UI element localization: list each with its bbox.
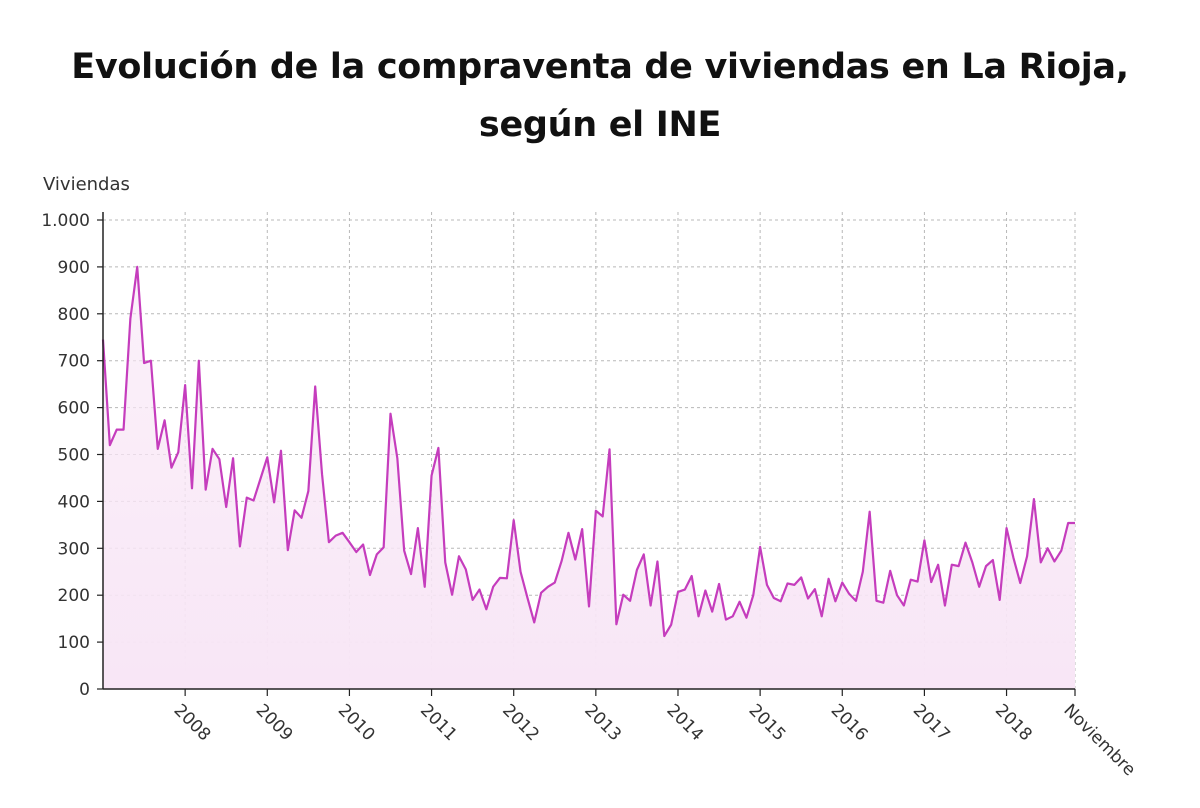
x-tick-label: 2010 bbox=[334, 700, 379, 745]
y-axis-ticks: 0 100 200 300 400 500 600 700 800 900 1.000 bbox=[41, 211, 103, 700]
y-tick-label: 400 bbox=[58, 492, 90, 512]
chart-title: Evolución de la compraventa de viviendas… bbox=[0, 38, 1200, 154]
y-tick-label: 300 bbox=[58, 539, 90, 559]
y-tick-label: 600 bbox=[58, 399, 90, 419]
x-tick-label: 2013 bbox=[580, 700, 625, 745]
series-area-fill bbox=[103, 266, 1075, 689]
y-tick-label: 0 bbox=[79, 680, 90, 700]
y-tick-label: 1.000 bbox=[41, 211, 90, 231]
x-tick-label: 2015 bbox=[745, 700, 790, 745]
x-tick-label: 2018 bbox=[991, 700, 1036, 745]
x-tick-label: 2014 bbox=[662, 700, 707, 745]
x-tick-label: 2017 bbox=[909, 700, 954, 745]
y-tick-label: 900 bbox=[58, 258, 90, 278]
chart-title-line-2: según el INE bbox=[478, 105, 722, 145]
y-tick-label: 500 bbox=[58, 446, 90, 466]
y-axis-label: Viviendas bbox=[43, 174, 130, 195]
series-line-viviendas bbox=[101, 265, 1075, 638]
y-tick-label: 200 bbox=[58, 586, 90, 606]
x-tick-label: 2012 bbox=[498, 700, 543, 745]
y-tick-label: 800 bbox=[58, 305, 90, 325]
axes bbox=[102, 212, 1075, 690]
chart-title-line-1: Evolución de la compraventa de viviendas… bbox=[71, 47, 1129, 87]
x-tick-label: 2011 bbox=[416, 700, 461, 745]
y-tick-label: 100 bbox=[58, 633, 90, 653]
x-tick-label: Noviembre bbox=[1059, 700, 1139, 780]
x-tick-label: 2008 bbox=[170, 700, 215, 745]
y-tick-label: 700 bbox=[58, 352, 90, 372]
x-tick-label: 2016 bbox=[827, 700, 872, 745]
x-tick-label: 2009 bbox=[252, 700, 297, 745]
area-layer bbox=[101, 265, 1075, 689]
x-axis-ticks: 2008 2009 2010 2011 2012 2013 2014 2015 2016 2017… bbox=[170, 689, 1139, 780]
